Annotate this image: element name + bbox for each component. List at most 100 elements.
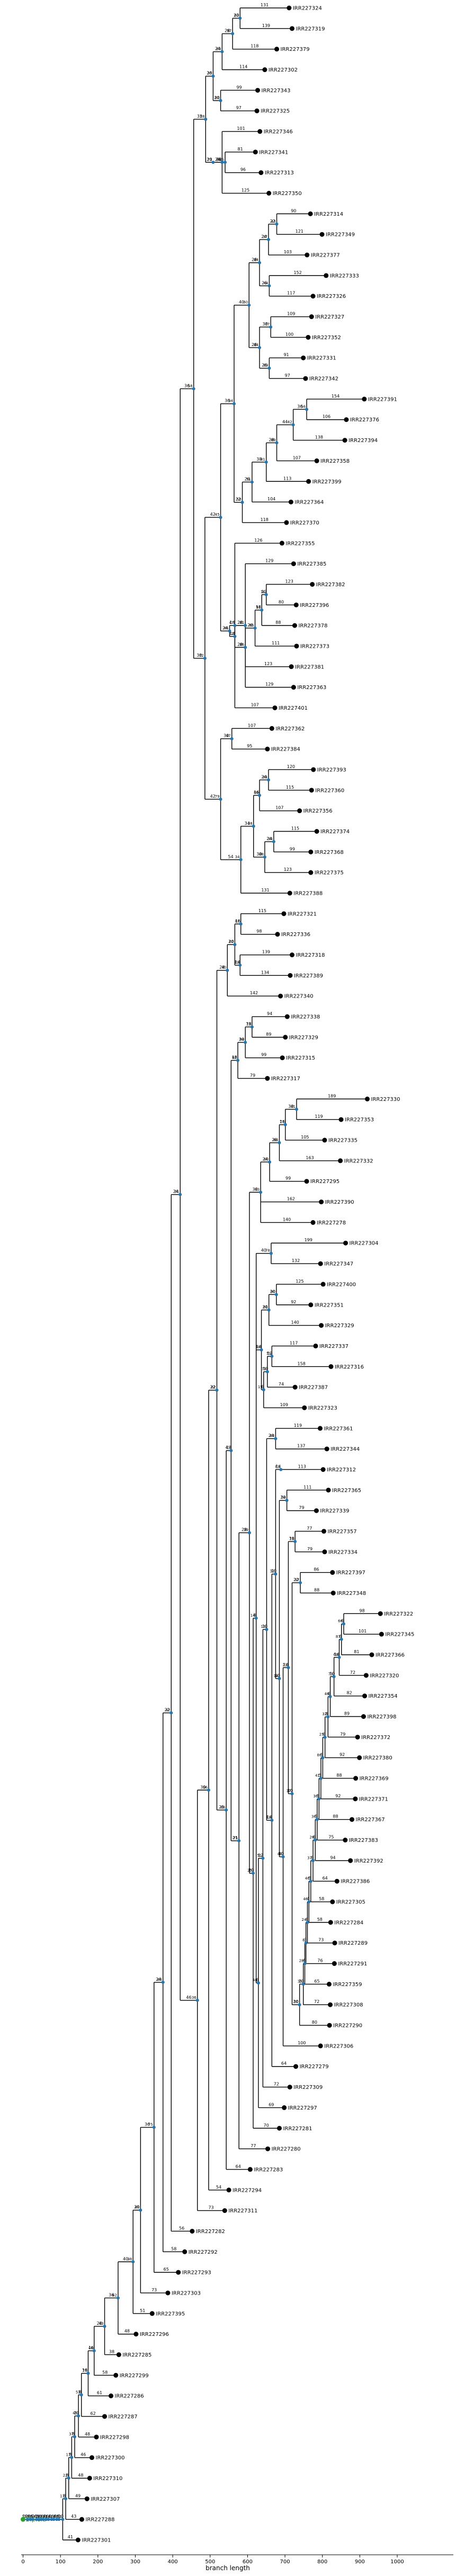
branch-length-label: 92 [339, 1752, 345, 1757]
leaf-label: IRR227397 [336, 1570, 365, 1576]
internal-node [293, 1540, 297, 1543]
leaf-node [265, 746, 270, 752]
branch-length-label: 12 [258, 1853, 263, 1858]
internal-node [244, 624, 247, 628]
x-axis: 0 100 200 300 400 500 600 700 800 900 1000 branch … [21, 2554, 453, 2572]
branch-length-label: 10 [279, 1851, 284, 1856]
branch-length-label: 8 [66, 2473, 68, 2477]
branch-length-label: 6 [341, 1619, 344, 1624]
leaf-label: IRR227388 [293, 891, 323, 897]
branch-length-label: 48 [85, 2432, 90, 2437]
leaf-node [308, 870, 314, 875]
support-label: 34 [228, 399, 233, 403]
support-label: 78 [265, 1249, 270, 1253]
branch-length-label: 43 [71, 2514, 76, 2519]
internal-node [178, 1193, 182, 1196]
leaf-label: IRR227381 [295, 664, 324, 670]
branch-length-label: 77 [307, 1526, 312, 1531]
branch-length-label: 139 [262, 950, 270, 955]
branch-length-label: 152 [293, 270, 301, 275]
support-label: 13 [261, 1625, 266, 1629]
leaf-node [310, 294, 316, 299]
branch-length-label: 64 [236, 2164, 241, 2169]
branch-length-label: 3 [304, 1938, 307, 1943]
leaf-node [289, 664, 294, 669]
leaf-node [362, 1693, 368, 1699]
leaf-label: IRR227324 [293, 6, 322, 12]
leaf-node [265, 2146, 271, 2151]
branch-length-label: 30 [223, 734, 229, 738]
support-label: 35 [208, 72, 212, 76]
leaf-node [190, 2228, 195, 2234]
leaf-node [313, 1343, 318, 1348]
branch-length-label: 120 [287, 764, 295, 769]
leaf-label: IRR227399 [312, 479, 342, 485]
branch-length-label: 88 [275, 620, 281, 625]
leaf-label: IRR227349 [326, 232, 355, 238]
branch-length-label: 18 [232, 1055, 237, 1060]
internal-node [70, 2456, 74, 2459]
branch-length-label: 5 [319, 1773, 321, 1778]
branch-length-label: 111 [303, 1485, 311, 1489]
branch-length-label: 51 [140, 2308, 145, 2313]
leaf-label: IRR227282 [196, 2229, 225, 2235]
leaf-label: IRR227384 [271, 747, 300, 753]
support-label: 73 [246, 1022, 251, 1026]
leaf-label: IRR227327 [315, 314, 344, 320]
leaf-node [272, 705, 278, 710]
leaf-node [279, 541, 284, 546]
leaf-node [288, 973, 293, 978]
x-tick-label: 0 [21, 2559, 24, 2565]
branch-length-label: 42 [210, 512, 216, 517]
branch-length-label: 94 [330, 1855, 335, 1860]
branch-length-label: 97 [285, 373, 290, 378]
branch-length-label: 65 [314, 1979, 319, 1983]
leaf-label: IRR227317 [271, 1076, 300, 1082]
leaf-label: IRR227329 [325, 1323, 354, 1329]
branch-length-label: 14 [266, 1815, 272, 1820]
leaf-label: IRR227364 [294, 500, 324, 506]
internal-node [267, 1308, 271, 1312]
leaf-node [287, 2085, 292, 2090]
leaf-node [79, 2517, 84, 2522]
leaf-node [276, 2125, 282, 2131]
branch-length-label: 20 [280, 1495, 285, 1500]
support-label: 53 [76, 2390, 81, 2394]
leaf-node [369, 1652, 374, 1657]
branch-length-label: 16 [254, 790, 259, 795]
support-label: 39 [244, 1528, 248, 1532]
leaf-label: IRR227298 [100, 2434, 129, 2440]
support-label: 45 [73, 2411, 77, 2415]
internal-node [131, 2260, 135, 2264]
internal-node [161, 1980, 165, 1984]
internal-node [298, 2003, 301, 2007]
internal-node [250, 480, 254, 484]
branch-length-label: 99 [236, 85, 242, 90]
branch-length-label: 30 [196, 653, 202, 658]
support-label: 26 [309, 1836, 314, 1840]
branch-length-label: 138 [315, 435, 323, 440]
internal-node [266, 778, 270, 782]
internal-node [291, 423, 295, 427]
leaf-node [357, 1755, 362, 1760]
branch-length-label: 26 [272, 1137, 277, 1142]
leaf-node [269, 726, 274, 731]
support-label: 89 [271, 438, 276, 442]
leaf-label: IRR227321 [288, 911, 317, 917]
support-label: 67 [234, 13, 239, 17]
internal-node [264, 460, 268, 464]
internal-node [272, 840, 275, 843]
support-label: 66 [274, 1138, 279, 1142]
internal-node [309, 1880, 312, 1883]
leaf-label: IRR227365 [332, 1488, 361, 1494]
branch-length-label: 28 [219, 965, 225, 970]
support-label: 85 [219, 157, 224, 162]
branch-length-label: 154 [332, 394, 339, 399]
branch-length-label: 24 [266, 836, 272, 841]
internal-node [263, 855, 266, 859]
branch-length-label: 30 [256, 852, 262, 857]
leaf-label: IRR227356 [303, 808, 333, 814]
internal-node [317, 1797, 321, 1801]
branch-length-label: 113 [283, 476, 291, 481]
